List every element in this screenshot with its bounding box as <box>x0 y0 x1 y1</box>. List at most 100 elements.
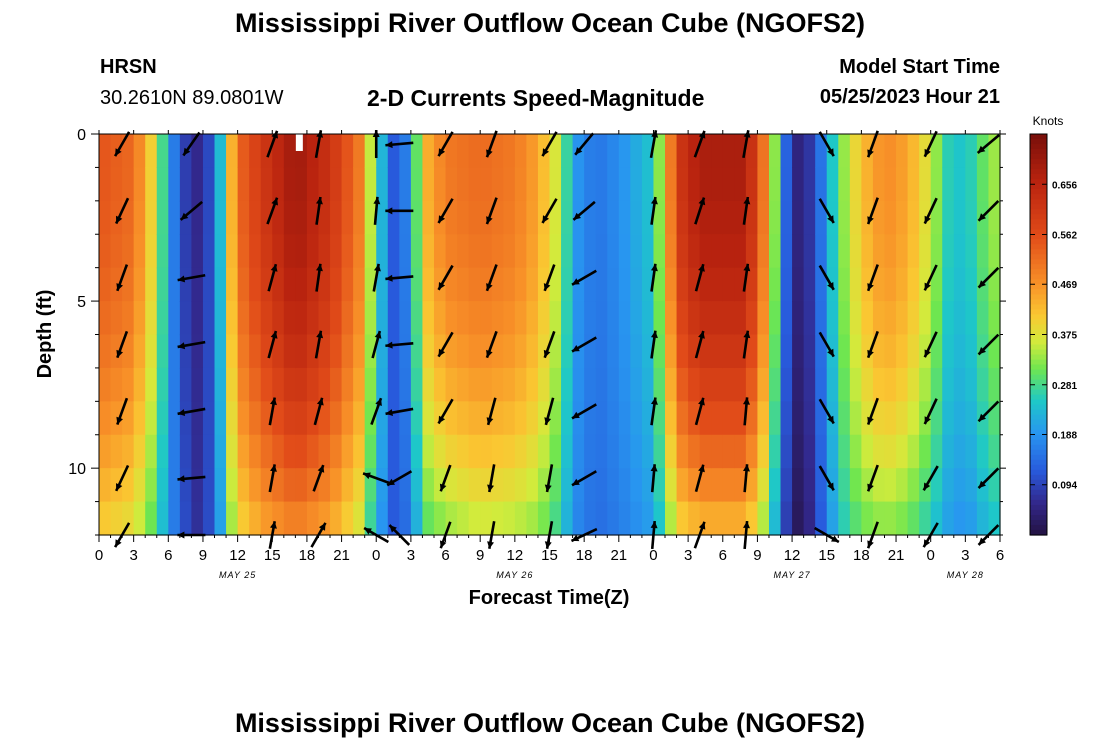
current-vector <box>541 131 558 157</box>
heatmap-cell <box>965 468 978 503</box>
heatmap-cell <box>780 468 793 503</box>
colorbar-segment <box>1030 154 1047 160</box>
current-vector <box>485 264 498 292</box>
heatmap-cell <box>803 267 816 302</box>
heatmap-cell <box>503 134 516 169</box>
heatmap-cell <box>480 367 493 402</box>
heatmap-cell <box>295 234 308 269</box>
heatmap-cell <box>595 167 608 202</box>
heatmap-cell <box>815 401 828 436</box>
current-vector <box>485 130 498 158</box>
heatmap-cell <box>168 401 181 436</box>
heatmap-cell <box>734 334 747 369</box>
heatmap-cell <box>376 401 389 436</box>
heatmap-cell <box>214 267 227 302</box>
current-vector <box>923 331 938 358</box>
colorbar-segment <box>1030 214 1047 220</box>
heatmap-cell <box>364 134 377 169</box>
heatmap-cell <box>272 468 285 503</box>
heatmap-cell <box>260 501 273 536</box>
heatmap-cell <box>376 501 389 536</box>
heatmap-cell <box>792 367 805 402</box>
heatmap-cell <box>942 234 955 269</box>
heatmap-cell <box>410 234 424 269</box>
colorbar-segment <box>1030 509 1047 516</box>
heatmap-cell <box>676 301 689 336</box>
heatmap-cell <box>191 367 204 402</box>
heatmap-cell <box>445 401 458 436</box>
heatmap-cell <box>399 234 412 269</box>
colorbar-tick-label: 0.281 <box>1052 381 1077 392</box>
x-tick-label: 3 <box>129 547 137 564</box>
heatmap-cell <box>688 367 701 402</box>
heatmap-cell <box>295 367 308 402</box>
heatmap-cell <box>745 468 759 503</box>
heatmap-cell <box>688 434 701 469</box>
heatmap-cell <box>376 234 389 269</box>
heatmap-cell <box>156 501 169 536</box>
heatmap-cell <box>630 234 643 269</box>
heatmap-cell <box>537 167 551 202</box>
heatmap-cell <box>503 334 516 369</box>
heatmap-cell <box>965 501 978 536</box>
heatmap-cell <box>318 234 331 269</box>
heatmap-cell <box>872 301 886 336</box>
heatmap-cell <box>780 200 793 235</box>
colorbar-segment <box>1030 429 1047 436</box>
heatmap-cell <box>722 334 735 369</box>
heatmap-cell <box>722 367 735 402</box>
heatmap-cell <box>734 267 747 302</box>
heatmap-cell <box>133 234 146 269</box>
x-tick-label: 21 <box>610 547 627 564</box>
heatmap-cell <box>884 401 897 436</box>
heatmap-cell <box>341 501 354 536</box>
heatmap-cell <box>884 234 897 269</box>
current-vector <box>113 131 131 157</box>
heatmap-cell <box>757 234 770 269</box>
colorbar-segment <box>1030 434 1047 441</box>
heatmap-cell <box>665 334 678 369</box>
colorbar-tick-label: 0.188 <box>1052 430 1077 441</box>
heatmap-cell <box>930 134 943 169</box>
current-vector <box>574 132 595 156</box>
heatmap-cell <box>872 401 886 436</box>
heatmap-cell <box>965 301 978 336</box>
heatmap-cell <box>468 434 481 469</box>
heatmap-cell <box>711 134 724 169</box>
heatmap-cell <box>711 468 724 503</box>
heatmap-cell <box>676 501 689 536</box>
heatmap-cell <box>341 334 354 369</box>
colorbar: 0.094 0.188 0.281 0.375 0.469 0.562 0.656 <box>1029 133 1077 536</box>
heatmap-cell <box>468 367 481 402</box>
heatmap-cell <box>122 468 135 503</box>
colorbar-segment <box>1030 269 1047 275</box>
heatmap-cell <box>641 134 655 169</box>
heatmap-cell <box>572 501 585 536</box>
heatmap-cell <box>688 501 701 536</box>
heatmap-cell <box>965 200 978 235</box>
heatmap-cell <box>722 267 735 302</box>
heatmap-cell <box>399 267 412 302</box>
heatmap-cell <box>353 501 366 536</box>
heatmap-cell <box>318 401 331 436</box>
heatmap-cell <box>595 267 608 302</box>
heatmap-cell <box>433 434 447 469</box>
current-vector <box>544 464 554 493</box>
current-vector <box>437 131 454 157</box>
heatmap-cell <box>133 367 146 402</box>
y-tick-label: 10 <box>68 461 86 478</box>
current-vector <box>543 330 556 359</box>
current-vector <box>742 196 751 225</box>
colorbar-segment <box>1030 359 1047 366</box>
heatmap-cell <box>653 401 666 436</box>
heatmap-cell <box>480 134 493 169</box>
heatmap-cell <box>618 267 631 302</box>
current-vector <box>977 200 1000 222</box>
colorbar-segment <box>1030 289 1047 295</box>
colorbar-segment <box>1030 199 1047 205</box>
heatmap-cell <box>445 434 458 469</box>
heatmap-cell <box>861 234 874 269</box>
current-vector <box>385 341 414 349</box>
heatmap-cell <box>884 434 897 469</box>
current-vector <box>650 263 658 292</box>
